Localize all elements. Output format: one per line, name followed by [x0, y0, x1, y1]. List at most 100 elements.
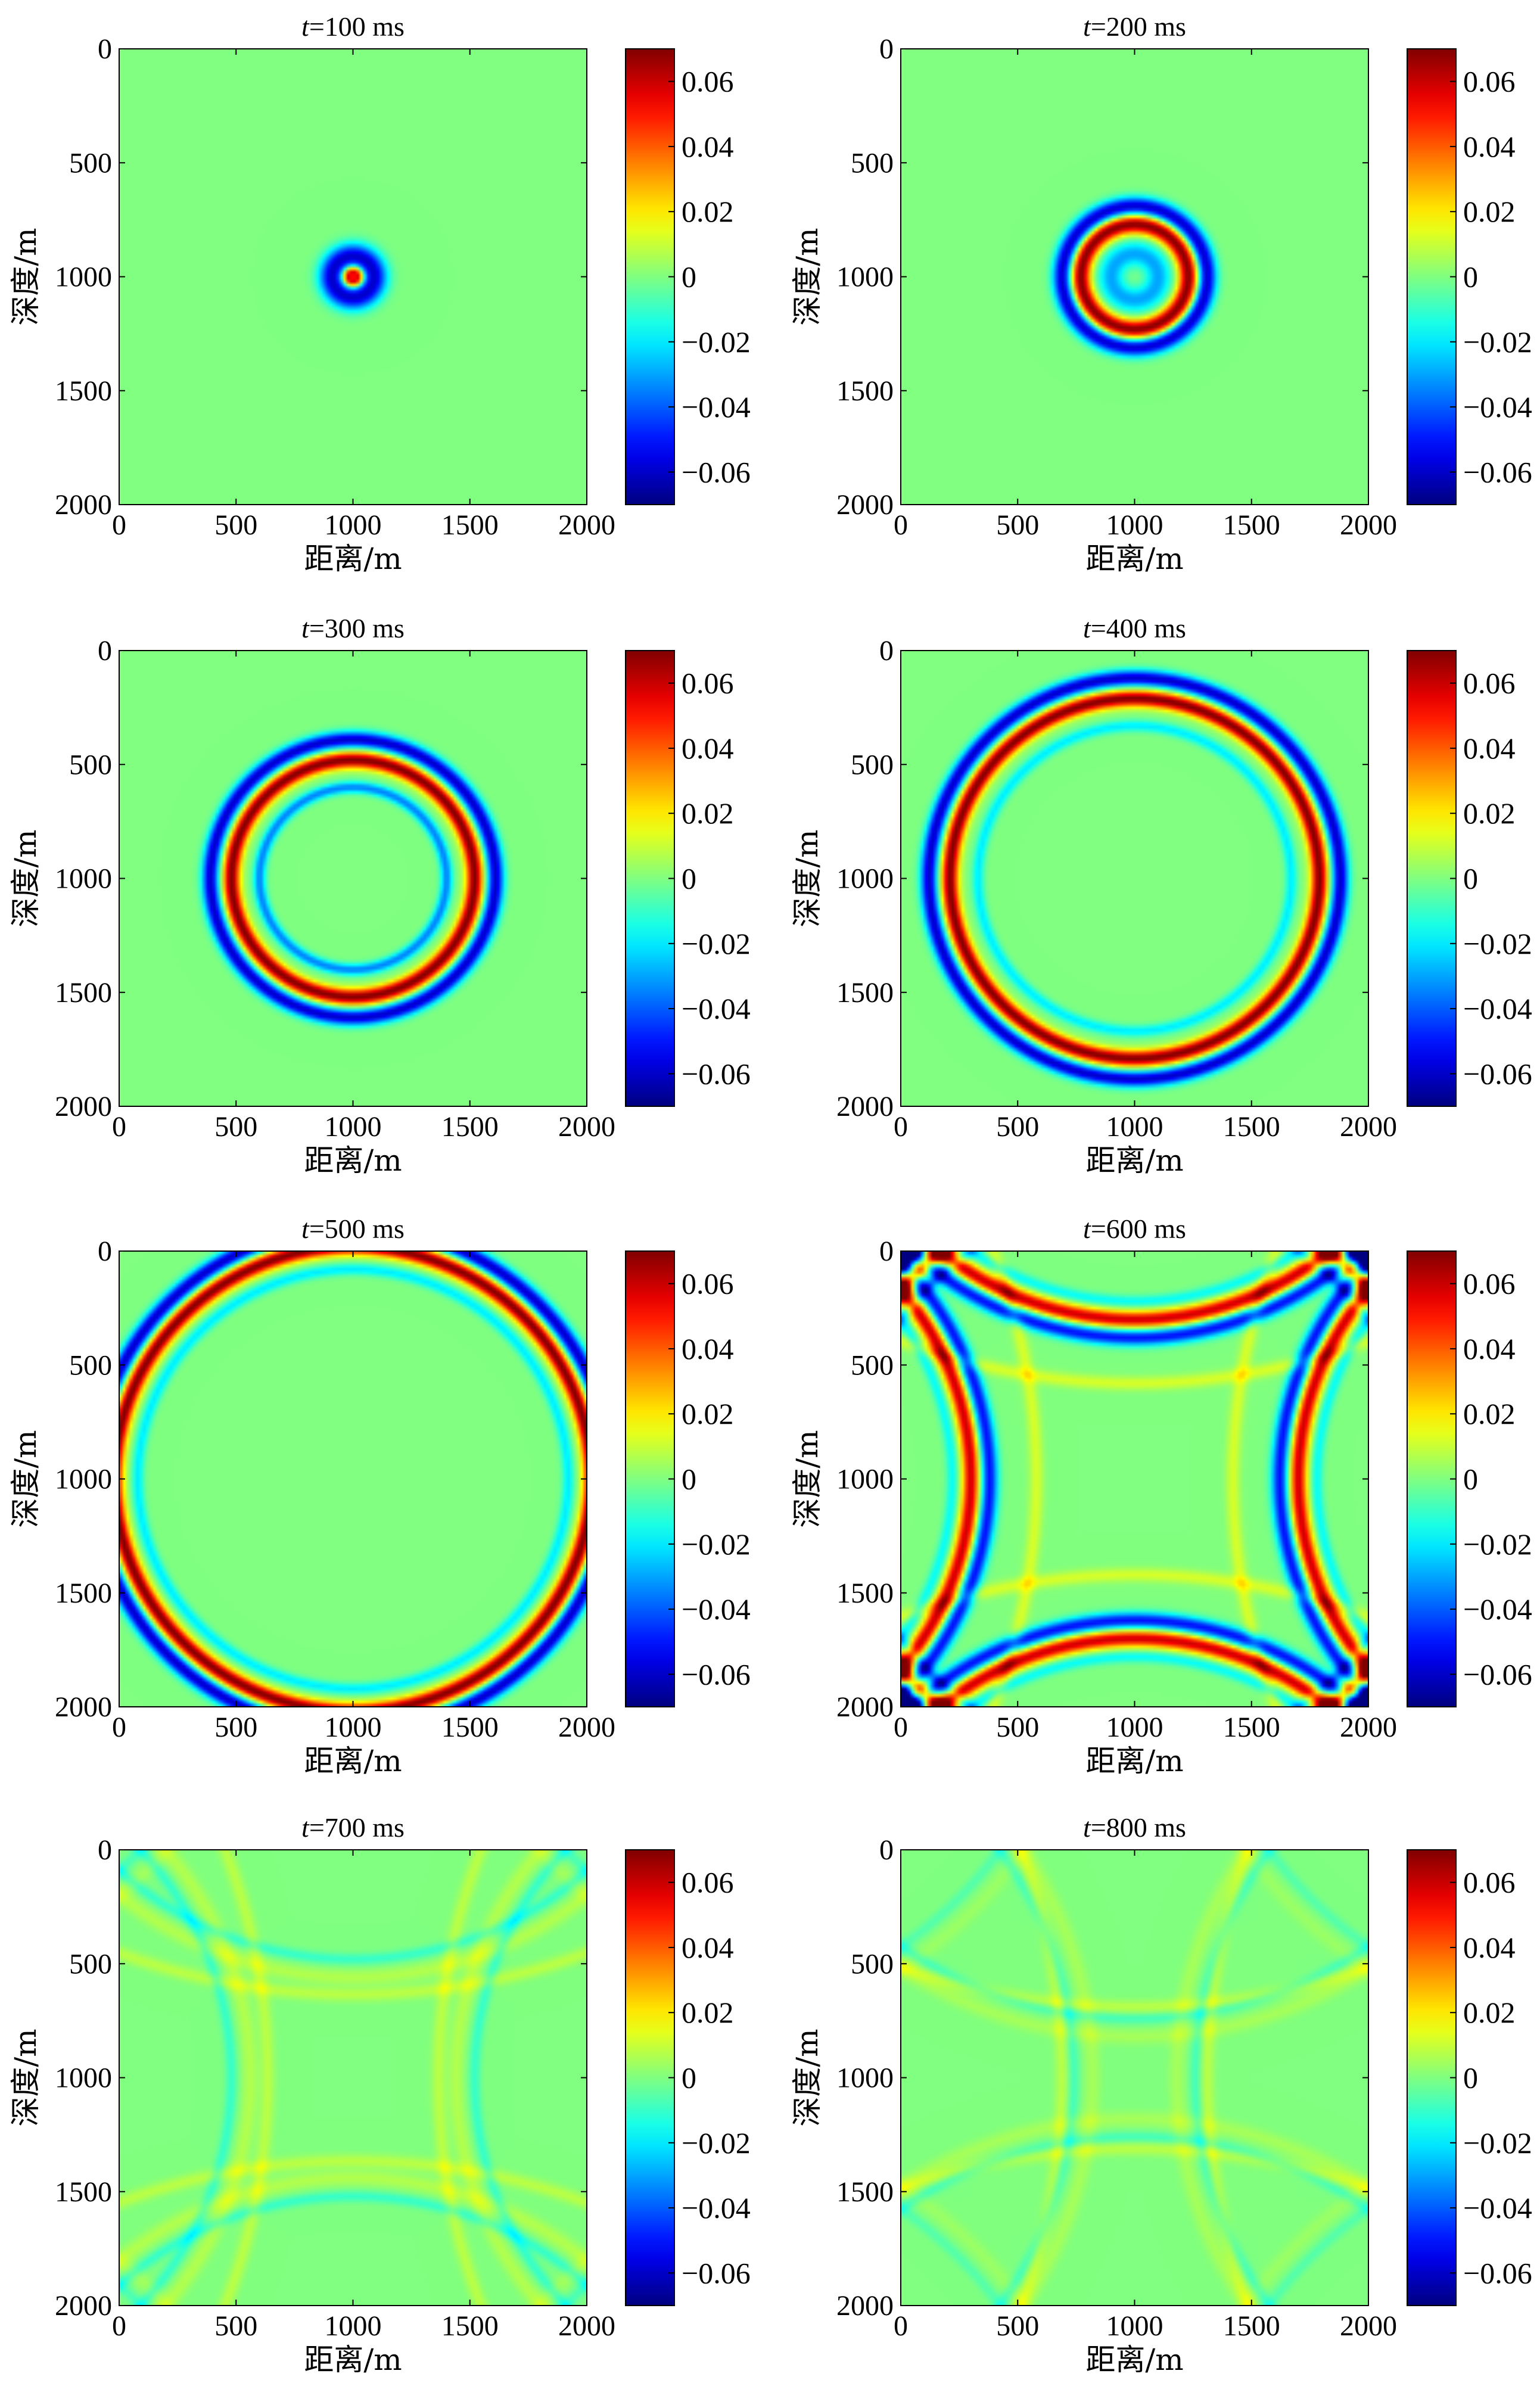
y-tick-label: 500: [69, 1948, 112, 1980]
x-axis-label: 距离/m: [1085, 2342, 1183, 2377]
colorbar-tick-label: −0.06: [1463, 2256, 1532, 2289]
y-tick-label: 500: [69, 1349, 112, 1381]
colorbar-tick-label: −0.02: [682, 1528, 751, 1561]
y-tick-label: 1500: [836, 977, 894, 1009]
x-tick-label: 500: [214, 1712, 257, 1743]
panel-7: t=700 ms 0 0 500 500 1000 1000 1500 1500 2000 2000…: [8, 1812, 751, 2377]
panel-title: t=700 ms: [301, 1812, 405, 1843]
y-axis-label: 深度/m: [8, 829, 43, 927]
panel-title-value: =400 ms: [1091, 613, 1186, 643]
x-tick-label: 0: [112, 1712, 126, 1743]
panel-title-t: t: [301, 11, 310, 42]
colorbar-tick-label: 0: [1463, 1463, 1478, 1496]
y-tick-label: 1500: [836, 375, 894, 407]
y-axis-label: 深度/m: [790, 829, 825, 927]
panel-title-value: =700 ms: [309, 1812, 405, 1843]
colorbar-tick-label: 0.06: [682, 65, 734, 98]
colorbar-tick-label: −0.02: [682, 325, 751, 359]
y-tick-label: 0: [879, 635, 894, 667]
panel-2: t=200 ms 0 0 500 500 1000 1000 1500 1500 2000 2000…: [790, 11, 1532, 576]
y-tick-label: 1500: [836, 1578, 894, 1609]
heatmap-image: [119, 1251, 587, 1707]
panel-4: t=400 ms 0 0 500 500 1000 1000 1500 1500 2000 2000…: [790, 613, 1532, 1178]
y-tick-label: 1500: [836, 2176, 894, 2208]
x-tick-label: 1500: [1223, 509, 1280, 541]
panel-title-t: t: [301, 1812, 310, 1843]
panel-5: t=500 ms 0 0 500 500 1000 1000 1500 1500 2000 2000…: [8, 1214, 751, 1778]
colorbar-tick-label: −0.06: [682, 1057, 751, 1090]
panel-1: t=100 ms 0 0 500 500 1000 1000 1500 1500 2000 2000…: [8, 11, 751, 576]
panel-title-t: t: [1083, 11, 1091, 42]
y-tick-label: 500: [851, 749, 894, 780]
panel-8: t=800 ms 0 0 500 500 1000 1000 1500 1500 2000 2000…: [790, 1812, 1532, 2377]
panel-title-value: =300 ms: [309, 613, 405, 643]
colorbar-tick-label: 0: [1463, 260, 1478, 294]
x-axis-label: 距离/m: [304, 542, 402, 576]
colorbar-tick-label: 0.02: [1463, 1397, 1516, 1430]
x-tick-label: 1500: [1223, 1712, 1280, 1743]
colorbar: [1407, 1250, 1457, 1707]
y-tick-label: 1000: [836, 1464, 894, 1495]
colorbar-tick-label: −0.04: [1463, 2191, 1532, 2225]
y-tick-label: 2000: [836, 489, 894, 521]
x-tick-label: 1500: [441, 2310, 499, 2342]
y-tick-label: 1500: [55, 977, 112, 1009]
colorbar-tick-label: 0.04: [682, 1931, 734, 1964]
x-tick-label: 2000: [558, 2310, 615, 2342]
panel-title: t=200 ms: [1083, 11, 1186, 42]
x-tick-label: 2000: [1340, 509, 1397, 541]
y-tick-label: 500: [69, 147, 112, 179]
colorbar-tick-label: −0.04: [682, 1592, 751, 1626]
panel-title: t=500 ms: [301, 1214, 405, 1244]
x-tick-label: 0: [894, 1111, 908, 1143]
colorbar-tick-label: 0: [682, 260, 696, 294]
colorbar-tick-label: 0: [1463, 862, 1478, 895]
colorbar-tick-label: 0.06: [1463, 667, 1516, 700]
colorbar-tick-label: −0.06: [1463, 455, 1532, 489]
panel-title-t: t: [1083, 613, 1091, 643]
x-tick-label: 1500: [441, 509, 499, 541]
colorbar-tick-label: 0.06: [682, 1267, 734, 1301]
x-tick-label: 1500: [441, 1712, 499, 1743]
y-tick-label: 500: [851, 1948, 894, 1980]
x-axis-label: 距离/m: [304, 1744, 402, 1778]
colorbar: [625, 48, 675, 505]
panel-title: t=400 ms: [1083, 613, 1186, 643]
heatmap-image: [901, 1251, 1368, 1707]
x-axis-label: 距离/m: [304, 2342, 402, 2377]
colorbar-tick-label: 0.04: [682, 130, 734, 163]
y-tick-label: 1000: [55, 262, 112, 293]
y-tick-label: 1000: [836, 863, 894, 895]
x-tick-label: 2000: [558, 1712, 615, 1743]
colorbar-tick-label: −0.04: [1463, 1592, 1532, 1626]
y-tick-label: 500: [69, 749, 112, 780]
heatmap-image: [901, 651, 1368, 1106]
panel-title-t: t: [301, 613, 310, 643]
x-tick-label: 1000: [325, 1712, 382, 1743]
y-tick-label: 1000: [55, 1464, 112, 1495]
heatmap-image: [119, 651, 587, 1106]
x-tick-label: 0: [112, 1111, 126, 1143]
x-tick-label: 500: [996, 509, 1039, 541]
x-tick-label: 500: [996, 1111, 1039, 1143]
colorbar: [1407, 650, 1457, 1107]
x-tick-label: 500: [214, 2310, 257, 2342]
colorbar-tick-label: 0: [682, 862, 696, 895]
colorbar-tick-label: −0.06: [1463, 1057, 1532, 1090]
x-tick-label: 0: [112, 509, 126, 541]
y-tick-label: 0: [879, 33, 894, 65]
heatmap-image: [119, 49, 587, 505]
y-tick-label: 0: [98, 33, 112, 65]
y-tick-label: 1500: [55, 2176, 112, 2208]
y-tick-label: 2000: [55, 2290, 112, 2322]
x-tick-label: 1000: [325, 509, 382, 541]
x-tick-label: 500: [214, 509, 257, 541]
colorbar-tick-label: −0.04: [1463, 992, 1532, 1025]
y-tick-label: 1500: [55, 375, 112, 407]
colorbar-tick-label: 0.04: [682, 1332, 734, 1365]
colorbar-tick-label: 0.02: [1463, 195, 1516, 228]
colorbar-tick-label: −0.02: [1463, 2126, 1532, 2160]
panel-title-t: t: [1083, 1812, 1091, 1843]
colorbar-tick-label: 0: [682, 2061, 696, 2095]
y-tick-label: 2000: [836, 1691, 894, 1723]
